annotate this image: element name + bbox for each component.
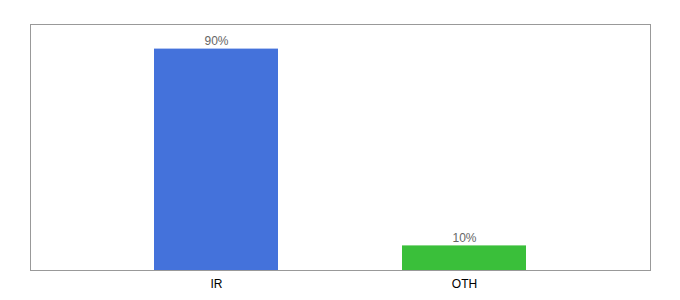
svg-text:OTH: OTH	[452, 277, 477, 291]
svg-text:10%: 10%	[452, 231, 476, 245]
svg-text:IR: IR	[211, 277, 223, 291]
svg-text:90%: 90%	[204, 34, 228, 48]
